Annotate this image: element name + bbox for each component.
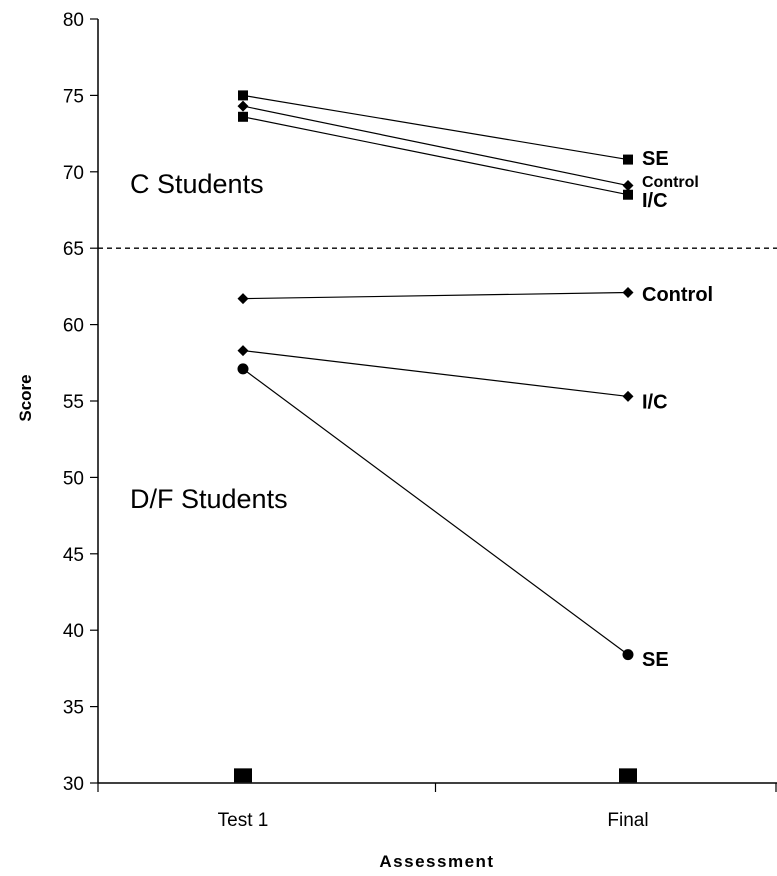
data-point [237, 363, 249, 375]
y-tick-label: 80 [63, 10, 84, 31]
y-tick-label: 30 [63, 774, 84, 795]
series-label: I/C [642, 392, 668, 414]
series-line [242, 116, 629, 196]
series-line [242, 291, 629, 300]
series-label: SE [642, 649, 669, 671]
series-i-c-df: I/C [237, 345, 668, 414]
data-point [623, 154, 633, 165]
data-point [237, 293, 249, 305]
data-point [622, 287, 634, 299]
data-point [623, 189, 633, 200]
y-tick-label: 45 [63, 545, 84, 566]
data-point [622, 649, 634, 661]
series-label: I/C [642, 190, 668, 212]
x-tick-label: Test 1 [218, 810, 269, 831]
y-tick-label: 50 [63, 468, 84, 489]
y-tick-label: 55 [63, 392, 84, 413]
series-line [242, 105, 629, 187]
y-tick-label: 35 [63, 698, 84, 719]
series-line [242, 368, 629, 656]
series-i-c-c: I/C [238, 111, 668, 212]
group-label: C Students [130, 169, 264, 199]
baseline-marker [619, 768, 637, 783]
series-label: SE [642, 148, 669, 170]
y-tick-label: 40 [63, 621, 84, 642]
series-control-c: Control [237, 100, 699, 192]
series-line [242, 349, 629, 398]
y-axis-title: Score [16, 374, 35, 421]
series-se-c: SE [238, 90, 669, 170]
series-label: Control [642, 284, 713, 306]
y-tick-label: 70 [63, 163, 84, 184]
data-point [238, 90, 248, 101]
x-axis-title: Assessment [379, 852, 494, 871]
data-point [238, 111, 248, 122]
series-label: Control [642, 174, 699, 191]
group-label: D/F Students [130, 484, 288, 514]
x-tick-label: Final [607, 810, 648, 831]
y-tick-label: 60 [63, 316, 84, 337]
y-tick-label: 75 [63, 86, 84, 107]
series-control-df: Control [237, 284, 713, 306]
data-point [237, 100, 249, 112]
data-point [622, 180, 634, 192]
data-point [237, 345, 249, 357]
data-point [622, 390, 634, 402]
baseline-marker [234, 768, 252, 783]
series-se-df: SE [237, 363, 669, 671]
series-line [242, 94, 629, 161]
y-tick-label: 65 [63, 239, 84, 260]
